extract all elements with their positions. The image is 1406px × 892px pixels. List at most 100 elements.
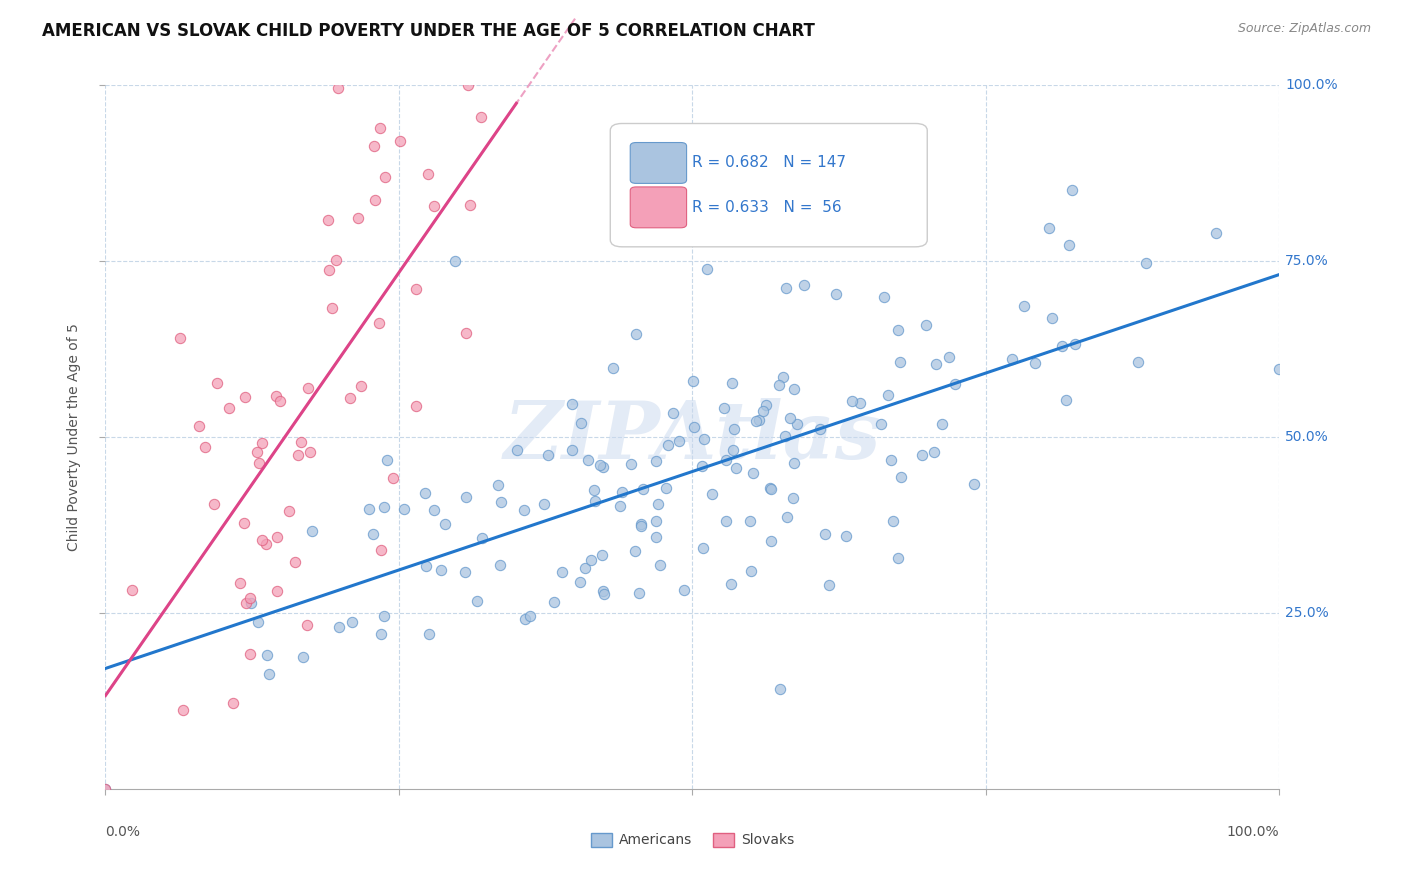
Point (579, 553, 602, 567)
FancyBboxPatch shape (630, 187, 686, 227)
Point (768, 378, 790, 392)
Point (218, 401, 240, 415)
Point (235, 596, 257, 610)
Point (486, 477, 509, 491)
Point (609, 499, 631, 513)
Point (630, 518, 652, 533)
Point (415, 559, 437, 574)
Point (887, 551, 910, 566)
Point (693, 432, 716, 446)
Point (374, 170, 396, 185)
Point (672, 583, 695, 598)
Point (589, 458, 612, 472)
Point (887, 323, 910, 337)
Point (1057, 238, 1080, 252)
Text: Source: ZipAtlas.com: Source: ZipAtlas.com (1237, 22, 1371, 36)
Point (240, 596, 263, 610)
Point (569, 416, 592, 430)
Point (911, 448, 934, 462)
Point (568, 574, 591, 589)
Point (1001, 351, 1024, 366)
Point (373, 609, 395, 624)
Point (1128, 354, 1150, 368)
Point (375, 453, 398, 467)
Text: 100.0%: 100.0% (1227, 824, 1279, 838)
Point (416, 167, 439, 181)
Point (610, 485, 633, 500)
Point (1038, 221, 1060, 235)
Point (963, 476, 986, 491)
Point (818, 577, 841, 591)
Point (94, 782, 117, 797)
Point (814, 526, 837, 541)
Point (692, 541, 714, 556)
Point (364, 193, 387, 207)
Point (1064, 336, 1087, 351)
Point (1054, 392, 1077, 407)
Point (748, 413, 770, 427)
Point (290, 434, 312, 449)
Point (561, 397, 583, 411)
Point (696, 262, 718, 277)
Point (824, 287, 846, 301)
Point (543, 594, 565, 608)
Point (418, 626, 440, 640)
Point (889, 469, 911, 483)
Text: R = 0.633   N =  56: R = 0.633 N = 56 (693, 200, 842, 215)
Point (287, 448, 309, 462)
Point (515, 612, 537, 626)
Point (740, 564, 762, 578)
Point (94, 782, 117, 797)
Point (755, 398, 778, 412)
Point (188, 418, 211, 433)
Point (1052, 339, 1074, 353)
Point (250, 436, 273, 450)
Point (742, 466, 765, 480)
Point (278, 503, 301, 517)
Point (326, 81, 349, 95)
Text: 50.0%: 50.0% (1285, 430, 1329, 444)
Point (456, 326, 478, 340)
Point (876, 388, 898, 402)
Point (655, 481, 678, 495)
Point (239, 647, 262, 661)
Point (346, 211, 368, 226)
Point (444, 254, 467, 268)
Point (250, 533, 273, 547)
Point (716, 453, 738, 467)
Point (723, 422, 745, 436)
Point (533, 497, 555, 511)
Point (172, 703, 194, 717)
Point (318, 263, 340, 277)
Point (631, 482, 654, 496)
Point (925, 358, 948, 372)
Point (931, 417, 953, 431)
Point (841, 394, 863, 409)
Point (456, 490, 478, 504)
Point (775, 281, 797, 295)
FancyBboxPatch shape (630, 143, 686, 184)
Point (759, 481, 782, 495)
Point (246, 445, 269, 459)
Point (808, 422, 831, 436)
Point (350, 379, 373, 393)
Point (339, 391, 361, 405)
Point (700, 487, 723, 501)
Point (721, 442, 744, 457)
Point (457, 78, 479, 92)
Point (423, 199, 446, 213)
Point (1060, 184, 1083, 198)
Point (318, 212, 340, 227)
Point (292, 650, 315, 665)
Point (783, 382, 806, 396)
Point (725, 461, 748, 475)
Point (593, 587, 616, 601)
Point (423, 503, 446, 517)
Point (239, 591, 262, 605)
Point (295, 617, 318, 632)
Point (413, 485, 436, 500)
Point (576, 452, 599, 467)
Point (583, 494, 606, 508)
Point (370, 542, 392, 557)
Point (873, 290, 896, 304)
